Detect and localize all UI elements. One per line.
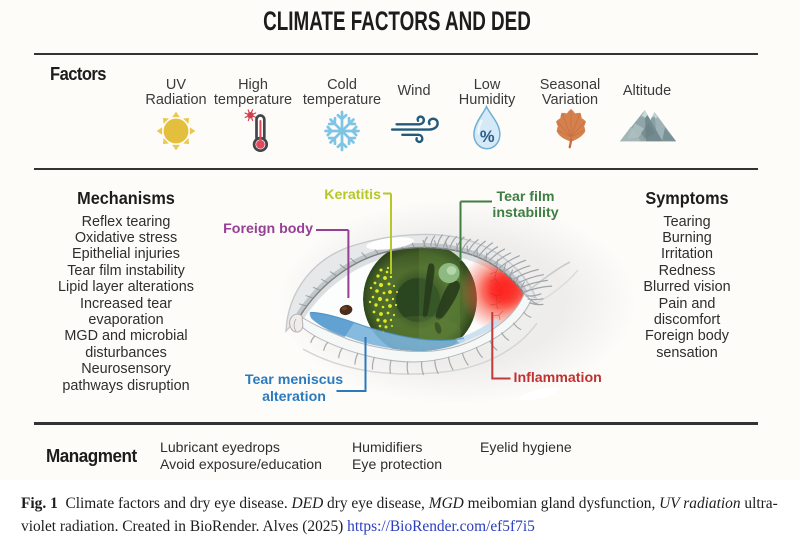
svg-text:%: % — [480, 128, 495, 146]
